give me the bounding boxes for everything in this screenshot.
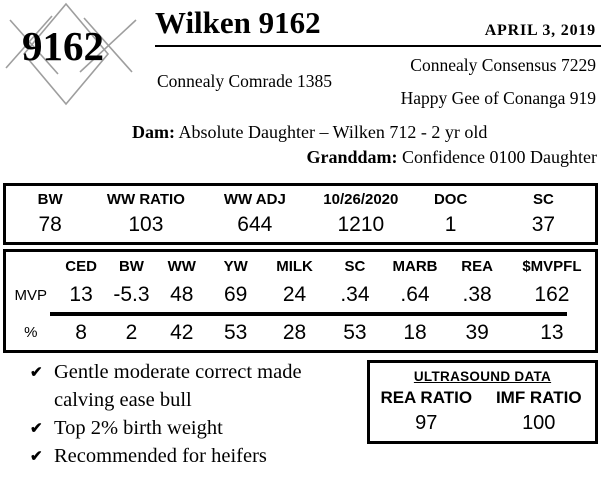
dam-label: Dam: [132, 122, 175, 142]
checkmark-icon: ✔ [30, 365, 43, 381]
ultrasound-header-row: REA RATIO IMF RATIO [370, 388, 595, 408]
epd-header-row: CED BW WW YW MILK SC MARB REA $MVPFL [6, 254, 595, 279]
epd-header-mvpfl: $MVPFL [522, 257, 582, 275]
tag-number: 9162 [22, 23, 104, 69]
granddam-label: Granddam: [306, 147, 398, 167]
performance-header-row: BW WW RATIO WW ADJ 10/26/2020 DOC SC [6, 191, 595, 208]
checkmark-icon: ✔ [30, 421, 43, 437]
pedigree-sire-dam: Happy Gee of Conanga 919 [400, 88, 596, 108]
performance-header-sc: SC [532, 191, 554, 208]
epd-mvp-marb: .64 [400, 283, 430, 306]
performance-header-weigh-date: 10/26/2020 [323, 191, 399, 208]
epd-mvp-ww: 48 [170, 283, 194, 306]
sale-date: APRIL 3, 2019 [484, 22, 596, 39]
ultrasound-box: ULTRASOUND DATA REA RATIO IMF RATIO 97 1… [367, 360, 598, 444]
note-item: ✔ Top 2% birth weight [30, 414, 365, 442]
dam-line: Dam: Absolute Daughter – Wilken 712 - 2 … [132, 122, 487, 143]
epd-pct-ww: 42 [170, 320, 194, 344]
note-text: Top 2% birth weight [54, 417, 223, 439]
page-title: Wilken 9162 [155, 5, 321, 40]
note-text: Recommended for heifers [54, 445, 267, 467]
ultrasound-header-imf-ratio: IMF RATIO [495, 388, 582, 407]
epd-divider-rule [50, 311, 567, 316]
epd-mvp-bw: -5.3 [113, 283, 150, 306]
pedigree-sire-sire: Connealy Consensus 7229 [410, 55, 596, 75]
performance-value-weight: 1210 [337, 213, 385, 236]
epd-percent-row: % 8 2 42 53 28 53 18 39 13 [6, 316, 595, 350]
granddam-value: Confidence 0100 Daughter [402, 147, 597, 167]
epd-header-ced: CED [65, 257, 97, 275]
epd-row-label-mvp: MVP [14, 286, 47, 304]
epd-mvp-milk: 24 [282, 283, 307, 306]
epd-mvp-row: MVP 13 -5.3 48 69 24 .34 .64 .38 162 [6, 279, 595, 312]
epd-pct-rea: 39 [465, 320, 489, 344]
performance-value-row: 78 103 644 1210 1 37 [6, 213, 595, 237]
epd-header-bw: BW [118, 257, 144, 275]
epd-mvp-ced: 13 [69, 283, 93, 306]
epd-mvp-yw: 69 [223, 283, 248, 306]
performance-value-sc: 37 [531, 213, 556, 236]
notes-list: ✔ Gentle moderate correct made calving e… [30, 358, 365, 470]
note-text: Gentle moderate correct made calving eas… [54, 361, 302, 411]
performance-value-ww-ratio: 103 [128, 213, 164, 236]
epd-header-yw: YW [223, 257, 248, 275]
epd-pct-milk: 28 [282, 320, 307, 344]
checkmark-icon: ✔ [30, 449, 43, 465]
epd-pct-ced: 8 [75, 320, 87, 344]
title-underline [155, 45, 601, 47]
tag-logo: 9162 [4, 2, 140, 106]
performance-header-ww-ratio: WW RATIO [106, 191, 185, 208]
performance-table: BW WW RATIO WW ADJ 10/26/2020 DOC SC 78 … [3, 183, 598, 245]
epd-pct-yw: 53 [223, 320, 248, 344]
note-item: ✔ Recommended for heifers [30, 442, 365, 470]
epd-row-label-percent: % [24, 324, 38, 341]
epd-table: CED BW WW YW MILK SC MARB REA $MVPFL MVP… [3, 249, 598, 353]
epd-pct-bw: 2 [125, 320, 138, 344]
dam-value: Absolute Daughter – Wilken 712 - 2 yr ol… [178, 122, 488, 142]
epd-header-marb: MARB [392, 257, 438, 275]
performance-value-doc: 1 [444, 213, 457, 236]
ultrasound-value-row: 97 100 [370, 412, 595, 435]
ultrasound-value-rea-ratio: 97 [415, 412, 438, 434]
epd-header-rea: REA [461, 257, 493, 275]
performance-header-bw: BW [37, 191, 63, 208]
epd-pct-marb: 18 [403, 320, 427, 344]
epd-pct-sc: 53 [343, 320, 367, 344]
ultrasound-value-imf-ratio: 100 [522, 412, 556, 434]
epd-header-sc: SC [344, 257, 366, 275]
epd-mvp-rea: .38 [462, 283, 492, 306]
epd-header-milk: MILK [276, 257, 313, 275]
ultrasound-header-rea-ratio: REA RATIO [380, 388, 473, 407]
epd-pct-mvpfl: 13 [540, 320, 564, 344]
granddam-line: Granddam: Confidence 0100 Daughter [307, 147, 597, 168]
note-item: ✔ Gentle moderate correct made calving e… [30, 358, 365, 414]
performance-header-doc: DOC [433, 191, 468, 208]
argyle-diamond-icon [5, 2, 137, 106]
pedigree-sire: Connealy Comrade 1385 [157, 71, 332, 91]
performance-value-ww-adj: 644 [237, 213, 273, 236]
performance-value-bw: 78 [38, 213, 62, 236]
ultrasound-title: ULTRASOUND DATA [413, 369, 552, 384]
epd-header-ww: WW [167, 257, 196, 275]
performance-header-ww-adj: WW ADJ [223, 191, 286, 208]
epd-mvp-sc: .34 [340, 283, 370, 306]
epd-mvp-mvpfl: 162 [534, 283, 570, 306]
